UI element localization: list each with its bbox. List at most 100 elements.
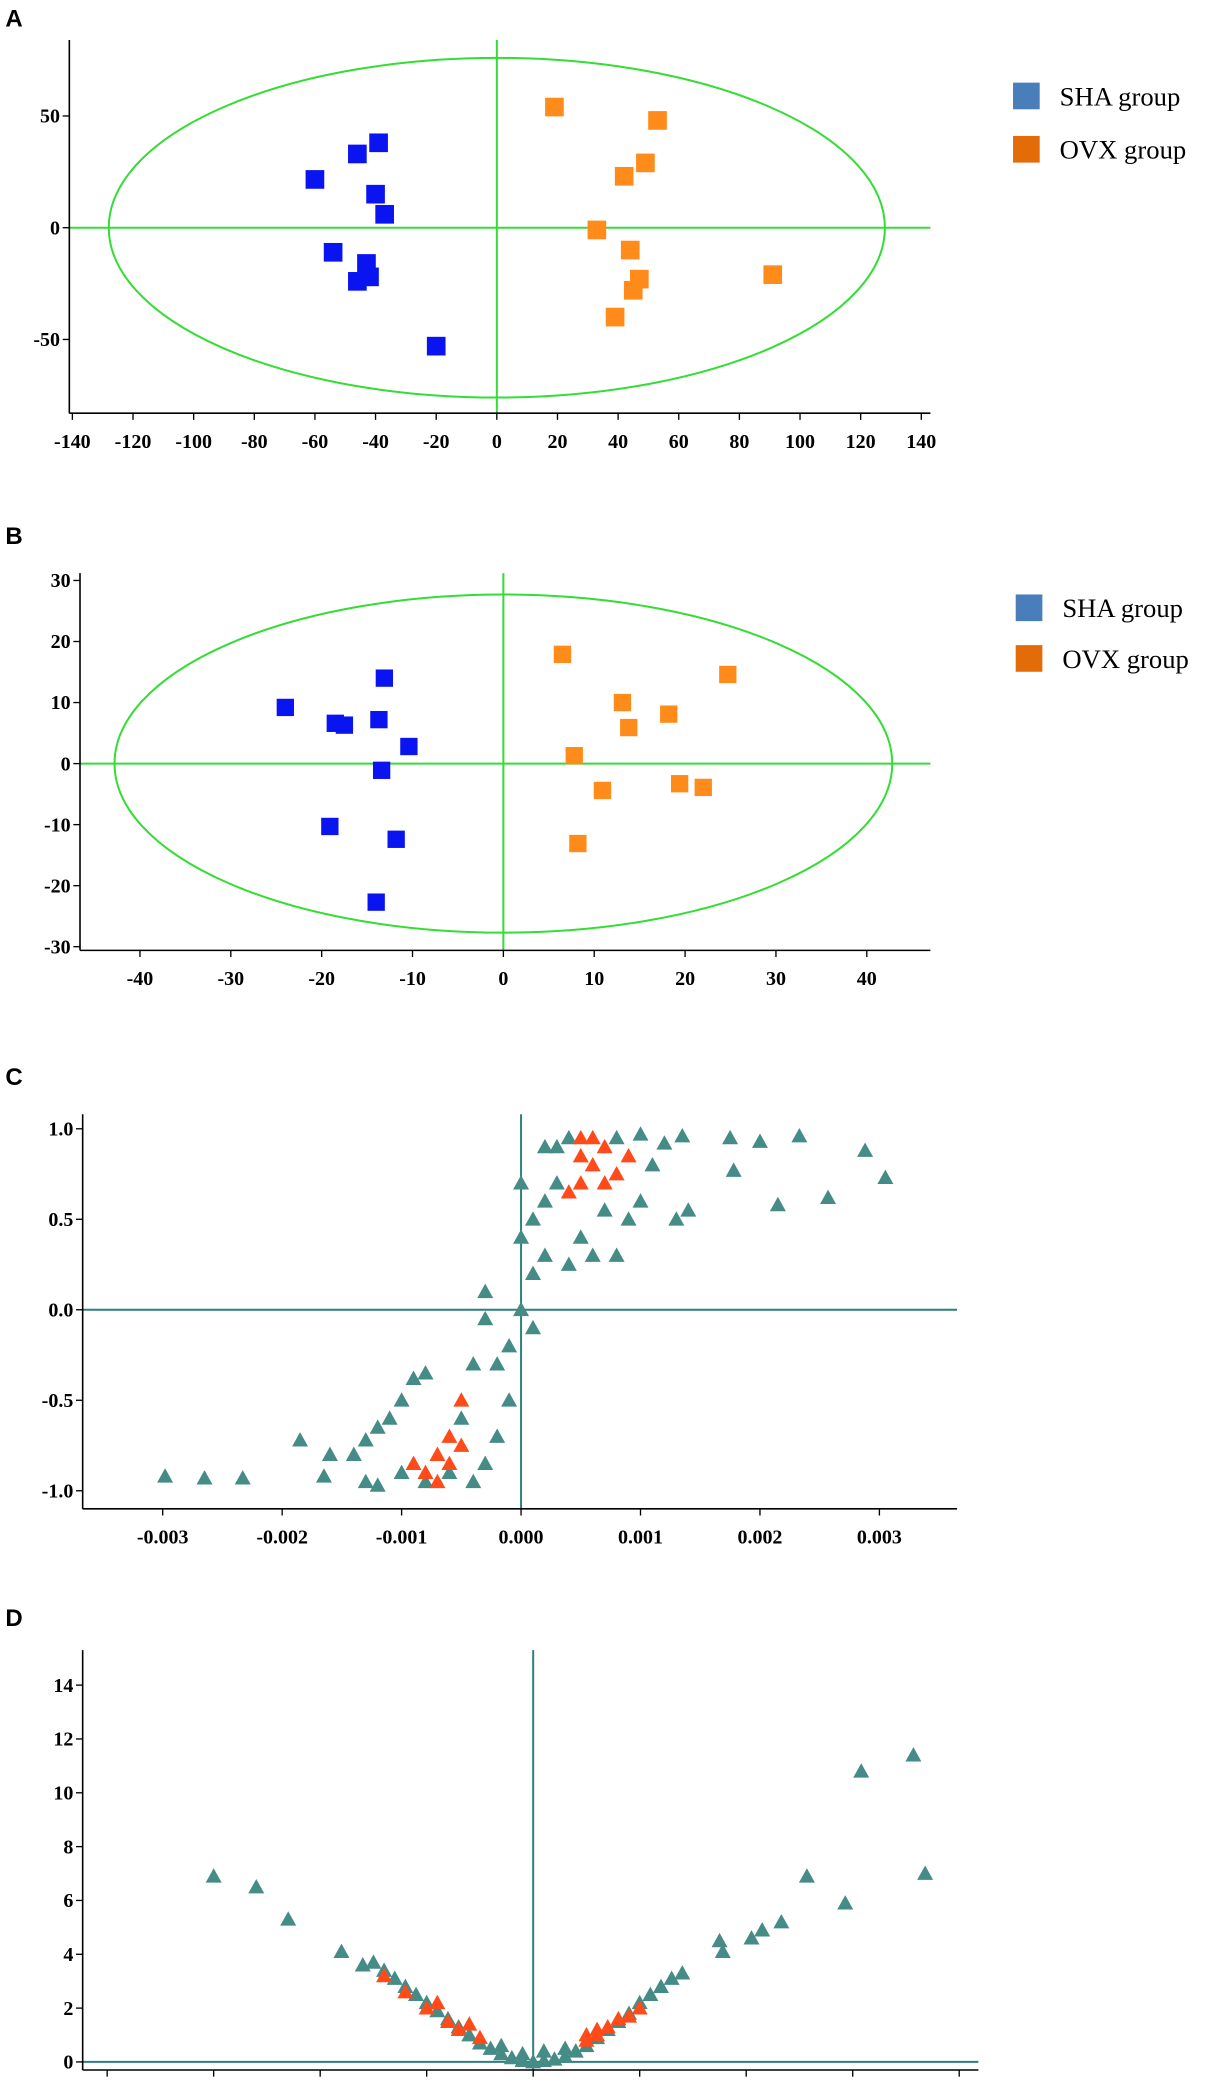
x-tick-label: 140 bbox=[906, 431, 936, 453]
point bbox=[620, 240, 640, 260]
point bbox=[593, 781, 612, 800]
legend-label: SHA group bbox=[1062, 593, 1183, 623]
point bbox=[387, 830, 405, 848]
point bbox=[694, 778, 712, 797]
x-tick-label: 0.000 bbox=[511, 2088, 556, 2090]
point bbox=[405, 1455, 422, 1471]
point bbox=[557, 2040, 574, 2055]
point bbox=[321, 817, 339, 836]
point bbox=[439, 2013, 456, 2028]
point bbox=[905, 1747, 922, 1762]
point bbox=[565, 746, 583, 765]
point bbox=[670, 775, 689, 793]
point bbox=[477, 1455, 494, 1471]
y-tick-label: 0 bbox=[50, 217, 60, 239]
legend-swatch bbox=[1013, 82, 1040, 110]
panel-label: A bbox=[5, 6, 22, 33]
point bbox=[393, 1392, 410, 1407]
point bbox=[305, 170, 325, 189]
legend-label: SHA group bbox=[1060, 81, 1181, 111]
point bbox=[536, 1193, 553, 1208]
point bbox=[773, 1913, 790, 1929]
y-tick-label: 20 bbox=[51, 631, 71, 653]
point bbox=[426, 336, 446, 356]
x-tick-label: 100 bbox=[785, 431, 815, 453]
point bbox=[315, 1468, 332, 1483]
point bbox=[668, 1211, 685, 1226]
y-tick-label: -20 bbox=[44, 875, 71, 897]
point bbox=[369, 1419, 386, 1434]
x-tick-label: 10 bbox=[584, 968, 604, 990]
x-tick-label: -40 bbox=[127, 968, 154, 990]
y-tick-label: 0.0 bbox=[48, 1299, 73, 1321]
point bbox=[620, 1147, 637, 1163]
point bbox=[631, 2000, 648, 2015]
x-tick-label: 0.002 bbox=[737, 1527, 782, 1549]
y-tick-label: -30 bbox=[44, 936, 71, 958]
point bbox=[417, 1473, 434, 1489]
point bbox=[632, 1193, 649, 1208]
point bbox=[375, 204, 394, 224]
point bbox=[461, 2027, 478, 2042]
point bbox=[743, 1930, 760, 1945]
point bbox=[545, 97, 564, 117]
point bbox=[397, 1983, 414, 1999]
y-tick-label: 10 bbox=[53, 1782, 73, 1804]
y-tick-label: 12 bbox=[53, 1729, 73, 1751]
y-tick-label: 4 bbox=[63, 1944, 73, 1966]
y-tick-label: 0 bbox=[61, 753, 71, 775]
point bbox=[584, 1156, 601, 1172]
point bbox=[620, 718, 638, 737]
point bbox=[560, 1184, 577, 1199]
x-tick-label: 0.001 bbox=[617, 2088, 662, 2090]
point bbox=[375, 669, 394, 687]
point bbox=[620, 1211, 637, 1226]
point bbox=[589, 2021, 606, 2037]
x-tick-label: 0.004 bbox=[937, 2088, 982, 2090]
point bbox=[751, 1133, 768, 1148]
point bbox=[345, 1446, 362, 1461]
x-tick-label: -10 bbox=[399, 968, 426, 990]
point bbox=[205, 1868, 222, 1883]
point bbox=[608, 1129, 625, 1145]
y-tick-label: -50 bbox=[33, 329, 60, 351]
point bbox=[400, 737, 418, 756]
point bbox=[917, 1865, 934, 1880]
point bbox=[636, 153, 655, 173]
x-tick-label: 0 bbox=[498, 968, 508, 990]
point bbox=[722, 1129, 739, 1145]
x-tick-label: -100 bbox=[175, 431, 212, 453]
legend-label: OVX group bbox=[1060, 135, 1187, 165]
point bbox=[477, 1283, 494, 1299]
point bbox=[613, 693, 632, 712]
point bbox=[489, 1428, 506, 1443]
point bbox=[605, 307, 625, 327]
x-tick-label: -60 bbox=[302, 431, 329, 453]
point bbox=[754, 1922, 771, 1937]
point bbox=[644, 1156, 661, 1172]
point bbox=[560, 1129, 577, 1145]
legend-swatch bbox=[1013, 135, 1040, 163]
y-tick-label: 30 bbox=[51, 570, 71, 592]
x-tick-label: -140 bbox=[54, 431, 91, 453]
point bbox=[513, 1301, 530, 1317]
y-tick-label: 1.0 bbox=[48, 1118, 73, 1140]
point bbox=[369, 133, 388, 153]
point bbox=[417, 1365, 434, 1380]
point bbox=[725, 1162, 742, 1177]
point bbox=[357, 1473, 374, 1489]
point bbox=[798, 1868, 815, 1883]
point bbox=[608, 1247, 625, 1262]
point bbox=[587, 220, 607, 240]
point bbox=[535, 2043, 552, 2058]
point bbox=[557, 2048, 574, 2063]
point bbox=[525, 1265, 541, 1280]
point bbox=[548, 1175, 565, 1190]
point bbox=[465, 1473, 482, 1489]
point bbox=[652, 1978, 669, 1993]
y-tick-label: 14 bbox=[53, 1675, 73, 1697]
point bbox=[663, 1970, 680, 1985]
x-tick-label: 0.003 bbox=[857, 1527, 902, 1549]
panel-label: B bbox=[5, 523, 22, 550]
point bbox=[381, 1410, 398, 1425]
